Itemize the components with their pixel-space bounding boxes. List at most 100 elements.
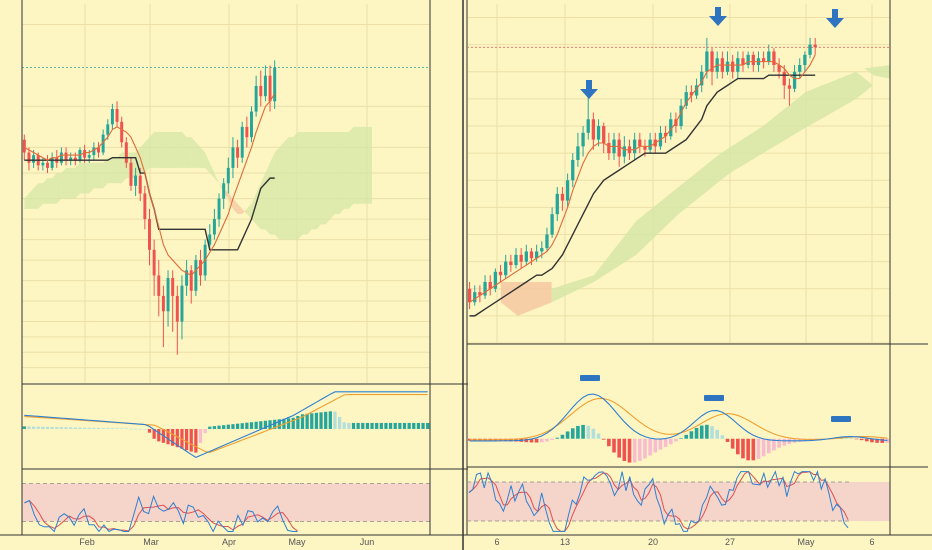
- ichimoku-cloud-segment: [140, 142, 145, 174]
- ichimoku-cloud-segment: [362, 126, 368, 204]
- left-histogram-bar: [286, 418, 291, 429]
- candle-body: [180, 285, 184, 322]
- left-histogram-bar: [222, 425, 226, 429]
- left-histogram-bar: [36, 426, 40, 429]
- right-histogram-bar: [570, 428, 575, 439]
- right-stochastic-panel[interactable]: [467, 469, 890, 532]
- right-time-label: 13: [560, 537, 570, 547]
- left-histogram-bar: [245, 422, 249, 429]
- ichimoku-cloud-segment: [348, 126, 354, 209]
- right-histogram-bar: [844, 437, 848, 439]
- right-macd-line: [469, 393, 888, 442]
- ichimoku-cloud-segment: [242, 208, 247, 214]
- right-histogram-bar: [761, 438, 766, 457]
- ichimoku-cloud-segment: [66, 167, 71, 199]
- candle-body: [115, 108, 119, 122]
- candle-body: [591, 119, 596, 140]
- right-histogram-bar: [694, 427, 699, 439]
- right-histogram-bar: [705, 424, 709, 439]
- left-histogram-bar: [217, 425, 221, 429]
- left-histogram-bar: [370, 422, 374, 429]
- candle-body: [777, 65, 781, 72]
- left-edge-strip: [0, 0, 22, 550]
- left-histogram-bar: [115, 428, 119, 429]
- candle-body: [110, 108, 114, 125]
- candle-body: [648, 139, 652, 150]
- candle-body: [245, 126, 249, 138]
- ichimoku-cloud-segment: [353, 126, 359, 204]
- candle-body: [545, 234, 549, 249]
- candle-body: [767, 51, 771, 62]
- right-histogram-bar: [601, 438, 606, 440]
- candle-body: [473, 292, 477, 303]
- left-histogram-bar: [198, 428, 203, 443]
- ichimoku-cloud-segment: [321, 132, 326, 225]
- ichimoku-cloud-segment: [172, 132, 178, 168]
- right-histogram-bar: [772, 438, 776, 451]
- ichimoku-cloud-segment: [70, 167, 76, 199]
- ichimoku-cloud-segment: [107, 157, 113, 184]
- ichimoku-cloud-bear: [500, 281, 552, 316]
- left-time-label: Mar: [143, 537, 159, 547]
- right-histogram-bar: [663, 438, 668, 447]
- left-histogram-bar: [291, 417, 295, 429]
- left-histogram-bar: [235, 423, 240, 429]
- candle-body: [524, 251, 528, 262]
- right-band-extension: [850, 482, 890, 521]
- ichimoku-cloud-segment: [316, 132, 322, 230]
- left-histogram-bar: [194, 428, 198, 453]
- left-histogram-bar: [375, 422, 379, 429]
- left-histogram-bar: [27, 426, 31, 429]
- ichimoku-cloud-segment: [177, 132, 182, 168]
- left-histogram-bar: [106, 428, 110, 429]
- right-stoch-d-line: [468, 470, 849, 532]
- left-stoch-d-line: [24, 499, 298, 532]
- left-histogram-bar: [365, 422, 370, 429]
- candle-body: [493, 271, 498, 289]
- left-price-panel[interactable]: [22, 4, 430, 383]
- right-histogram-bar: [751, 438, 756, 461]
- candle-body: [87, 155, 91, 158]
- down-arrow-head: [580, 89, 598, 99]
- right-histogram-bar: [648, 438, 652, 456]
- candle-body: [617, 139, 621, 157]
- ichimoku-cloud-segment: [251, 193, 257, 225]
- left-histogram-bar: [240, 423, 244, 429]
- right-time-label: 27: [725, 537, 735, 547]
- left-histogram-bar: [133, 428, 138, 430]
- right-macd-panel[interactable]: [467, 375, 890, 463]
- candle-body: [263, 75, 267, 97]
- left-macd-panel[interactable]: [22, 391, 430, 458]
- right-histogram-bar: [545, 438, 549, 442]
- left-histogram-bar: [273, 419, 277, 429]
- right-histogram-bar: [746, 438, 750, 461]
- candle-body: [69, 157, 73, 161]
- left-histogram-bar: [124, 428, 128, 430]
- candle-body: [467, 288, 472, 303]
- down-arrow-shaft: [715, 7, 721, 17]
- left-histogram-bar: [416, 422, 421, 429]
- ichimoku-cloud-segment: [117, 152, 122, 184]
- ichimoku-cloud-segment: [297, 132, 303, 240]
- left-stochastic-panel[interactable]: [22, 483, 430, 533]
- ichimoku-cloud-segment: [367, 126, 373, 204]
- ichimoku-cloud-segment: [260, 173, 266, 230]
- left-histogram-bar: [101, 428, 105, 429]
- candle-body: [555, 193, 559, 215]
- candle-body: [259, 85, 263, 97]
- down-arrow-icon: [826, 9, 844, 28]
- ichimoku-cloud-segment: [79, 162, 85, 194]
- ichimoku-cloud-segment: [163, 132, 169, 168]
- candle-body: [64, 152, 68, 161]
- candle-body: [199, 260, 202, 276]
- ichimoku-cloud-segment: [209, 162, 215, 179]
- ichimoku-cloud-segment: [181, 132, 187, 168]
- right-price-panel[interactable]: [467, 4, 890, 344]
- left-histogram-bar: [402, 422, 407, 429]
- ichimoku-cloud-segment: [228, 193, 233, 209]
- left-histogram-bar: [388, 422, 393, 429]
- candle-body: [268, 75, 272, 102]
- left-histogram-bar: [138, 428, 142, 430]
- candle-body: [581, 132, 585, 147]
